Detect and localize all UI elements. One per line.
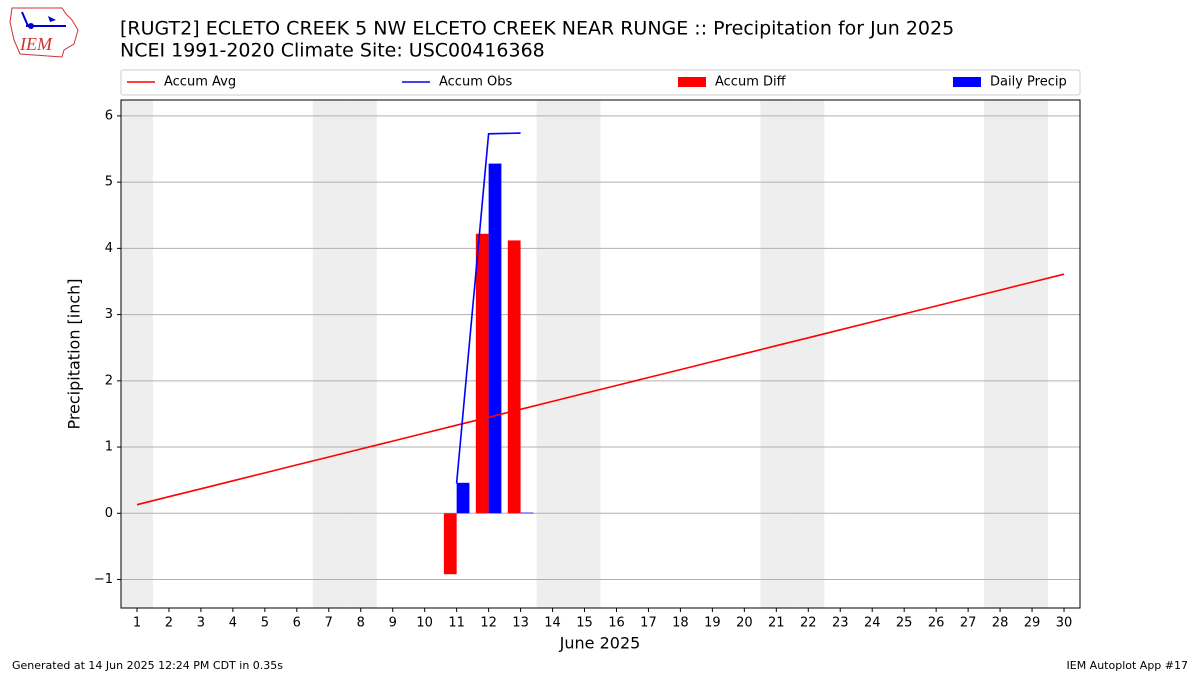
y-tick-label: 2 [105,373,113,388]
weekend-shade [344,100,377,608]
logo-outline [9,7,79,58]
bar [520,512,534,514]
logo-icon [21,11,29,27]
x-tick-label: 16 [608,616,625,631]
weekend-shade [568,100,601,608]
x-tick-label: 29 [1024,616,1041,631]
weekend-shade [121,100,153,608]
legend-label: Accum Avg [164,75,236,90]
legend [120,69,1081,96]
y-tick-label: 3 [105,307,113,322]
weekend-shade [1016,100,1049,608]
logo-text: IEM [19,34,53,54]
bar [475,233,489,514]
x-axis-label: June 2025 [559,634,641,653]
x-tick-label: 2 [165,616,173,631]
x-tick-label: 3 [197,616,205,631]
x-tick-label: 1 [133,616,141,631]
line [455,132,521,484]
x-tick-label: 25 [896,616,913,631]
legend-swatch [953,77,981,87]
logo-icon [48,16,56,22]
x-tick-label: 5 [261,616,269,631]
x-tick-label: 14 [544,616,561,631]
y-axis-label: Precipitation [inch] [65,278,84,429]
x-tick-label: 7 [325,616,333,631]
x-tick-label: 9 [389,616,397,631]
weekend-shade [312,100,345,608]
y-tick-label: 6 [105,108,113,123]
x-tick-label: 6 [293,616,301,631]
logo: IEM [9,7,79,58]
x-tick-label: 11 [448,616,465,631]
x-tick-label: 30 [1056,616,1073,631]
chart-title: [RUGT2] ECLETO CREEK 5 NW ELCETO CREEK N… [120,18,954,40]
line [136,273,1065,506]
x-tick-label: 28 [992,616,1009,631]
x-tick-label: 27 [960,616,977,631]
x-tick-label: 24 [864,616,881,631]
plot-frame [120,99,1081,609]
y-tick-label: 0 [105,506,113,521]
legend-label: Accum Diff [715,75,787,90]
logo-icon [28,23,34,29]
footer-right: IEM Autoplot App #17 [1067,659,1189,672]
x-tick-label: 13 [512,616,529,631]
bar [507,240,521,514]
x-tick-label: 18 [672,616,689,631]
weekend-shade [536,100,569,608]
x-tick-label: 10 [416,616,433,631]
x-tick-label: 20 [736,616,753,631]
bar [443,513,457,575]
x-tick-label: 23 [832,616,849,631]
x-tick-label: 19 [704,616,721,631]
weekend-shade [792,100,825,608]
x-tick-label: 4 [229,616,237,631]
y-tick-label: 5 [105,175,113,190]
footer-left: Generated at 14 Jun 2025 12:24 PM CDT in… [12,659,283,672]
weekend-shade [984,100,1017,608]
x-tick-label: 26 [928,616,945,631]
x-tick-label: 22 [800,616,817,631]
x-tick-label: 15 [576,616,593,631]
x-tick-label: 12 [480,616,497,631]
y-tick-label: 4 [105,241,113,256]
legend-swatch [678,77,706,87]
legend-label: Accum Obs [439,75,512,90]
x-tick-label: 17 [640,616,657,631]
bar [488,163,502,514]
x-tick-label: 21 [768,616,785,631]
legend-label: Daily Precip [990,75,1067,90]
y-tick-label: 1 [105,440,113,455]
weekend-shade [760,100,793,608]
y-tick-label: −1 [94,572,113,587]
x-tick-label: 8 [357,616,365,631]
bar [456,482,470,514]
chart-subtitle: NCEI 1991-2020 Climate Site: USC00416368 [120,40,545,62]
